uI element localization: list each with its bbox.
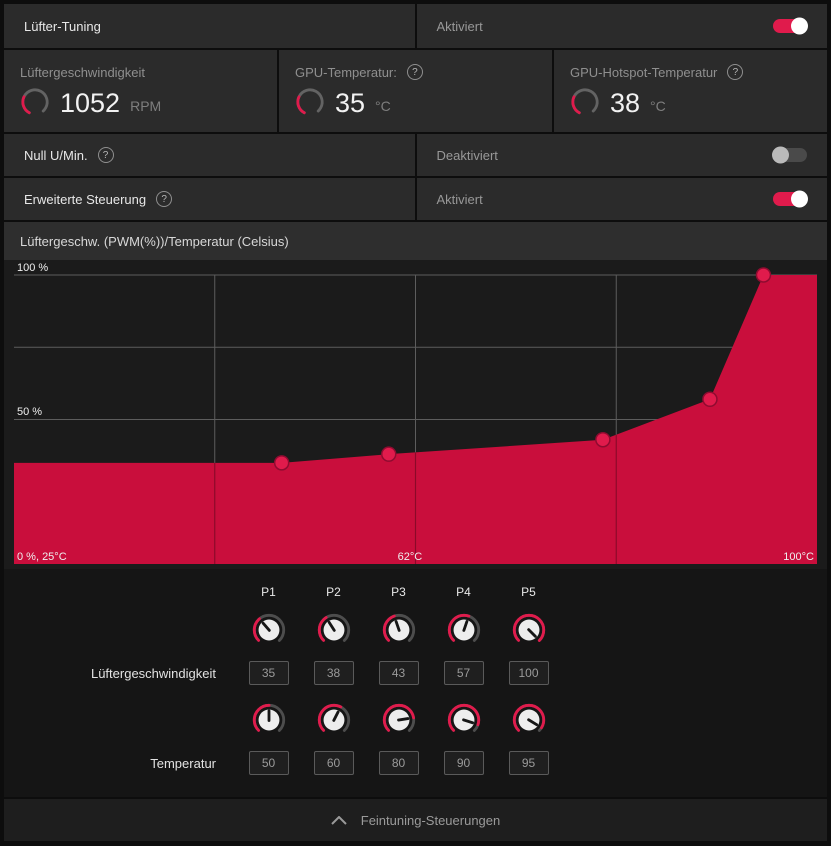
gpu-temp-gauge-label: GPU-Temperatur: [295,64,397,80]
temperature-knob-p2[interactable] [301,697,366,743]
fan-speed-value: 1052 [60,87,121,118]
fan-speed-knob-p4[interactable] [431,607,496,653]
fan-curve-chart-title: Lüftergeschw. (PWM(%))/Temperatur (Celsi… [20,233,289,249]
gpu-hotspot-help-icon[interactable]: ? [727,64,744,80]
fan-curve-chart-title-bar: Lüftergeschw. (PWM(%))/Temperatur (Celsi… [4,222,827,260]
toggle-knob [791,190,808,208]
fan-tuning-toggle[interactable] [773,17,808,35]
fan-curve-plot: 100 % 50 % 0 %, 25°C 62°C 100°C [14,260,817,569]
fan-tuning-title-cell: Lüfter-Tuning [4,4,415,48]
page-title: Lüfter-Tuning [24,18,101,34]
x-tick-mid: 62°C [397,551,423,563]
point-header-p4: P4 [456,585,471,599]
advanced-control-toggle[interactable] [773,190,808,208]
temperature-input-p3[interactable] [378,751,419,775]
fan-speed-input-p4[interactable] [443,661,484,685]
toggle-knob [772,146,789,164]
zero-rpm-status: Deaktiviert [436,147,498,163]
point-header-p5: P5 [521,585,536,599]
fan-tuning-status: Aktiviert [436,18,483,34]
fan-curve-chart: 100 % 50 % 0 %, 25°C 62°C 100°C [4,260,827,569]
temperature-knob-p3[interactable] [366,697,431,743]
fan-speed-gauge-icon [20,87,50,117]
fan-speed-input-p5[interactable] [508,661,549,685]
zero-rpm-row: Null U/Min. ? Deaktiviert [4,134,827,176]
temperature-input-p2[interactable] [313,751,354,775]
advanced-control-row: Erweiterte Steuerung ? Aktiviert [4,178,827,220]
fan-speed-gauge-cell: Lüftergeschwindigkeit 1052 RPM [4,50,277,132]
fan-tuning-panel: Lüfter-Tuning Aktiviert Lüftergeschwindi… [4,4,827,841]
temperature-input-p5[interactable] [508,751,549,775]
curve-points-section: P1 P2 P3 P4 P5 Lüftergeschwindigkeit Tem… [4,569,827,797]
fan-speed-gauge-label: Lüftergeschwindigkeit [20,64,146,80]
fan-curve-area [14,275,817,564]
curve-points-grid: P1 P2 P3 P4 P5 Lüftergeschwindigkeit Tem… [4,585,827,787]
gpu-hotspot-unit: °C [650,98,666,114]
fan-speed-knob-p1[interactable] [236,607,301,653]
gpu-hotspot-value: 38 [610,88,641,118]
gpu-temp-help-icon[interactable]: ? [406,64,423,80]
point-header-p2: P2 [326,585,341,599]
fan-speed-knob-p5[interactable] [496,607,561,653]
fan-speed-input-p2[interactable] [313,661,354,685]
advanced-control-status-cell: Aktiviert [416,178,827,220]
curve-point-P4[interactable] [702,391,718,408]
fan-tuning-header-row: Lüfter-Tuning Aktiviert [4,4,827,48]
fine-tuning-collapse-bar[interactable]: Feintuning-Steuerungen [4,799,827,841]
gpu-temp-gauge-cell: GPU-Temperatur: ? 35 °C [279,50,552,132]
fan-speed-input-p1[interactable] [248,661,289,685]
advanced-control-status: Aktiviert [436,191,483,207]
curve-point-P1[interactable] [273,455,290,471]
gpu-temp-unit: °C [375,98,391,114]
gpu-hotspot-gauge-cell: GPU-Hotspot-Temperatur ? 38 °C [554,50,827,132]
fine-tuning-label: Feintuning-Steuerungen [360,812,501,828]
temperature-row-label: Temperatur [150,755,216,771]
gpu-hotspot-gauge-label: GPU-Hotspot-Temperatur [570,64,718,80]
fan-speed-input-p3[interactable] [378,661,419,685]
gpu-temp-gauge-icon [295,87,325,117]
curve-point-P5[interactable] [755,267,772,283]
advanced-control-title-cell: Erweiterte Steuerung ? [4,178,415,220]
temperature-input-p1[interactable] [248,751,289,775]
curve-point-P2[interactable] [380,446,397,462]
zero-rpm-status-cell: Deaktiviert [416,134,827,176]
advanced-control-help-icon[interactable]: ? [156,191,173,207]
zero-rpm-label: Null U/Min. [24,147,88,163]
point-header-p1: P1 [261,585,276,599]
fan-speed-knob-p2[interactable] [301,607,366,653]
zero-rpm-toggle[interactable] [772,146,807,164]
zero-rpm-title-cell: Null U/Min. ? [4,134,415,176]
fan-speed-knob-p3[interactable] [366,607,431,653]
advanced-control-label: Erweiterte Steuerung [24,191,147,207]
point-header-p3: P3 [391,585,406,599]
fan-speed-row-label: Lüftergeschwindigkeit [90,665,216,681]
temperature-knob-p4[interactable] [431,697,496,743]
zero-rpm-help-icon[interactable]: ? [97,147,114,163]
toggle-knob [791,17,808,35]
temperature-input-p4[interactable] [443,751,484,775]
temperature-knob-p5[interactable] [496,697,561,743]
gauges-row: Lüftergeschwindigkeit 1052 RPM GPU-Tempe… [4,50,827,132]
x-tick-min: 0 %, 25°C [17,551,67,563]
fan-speed-unit: RPM [130,97,162,114]
temperature-knob-p1[interactable] [236,697,301,743]
y-tick-50: 50 % [17,406,43,418]
x-tick-max: 100°C [783,551,814,563]
gpu-hotspot-gauge-icon [570,87,600,117]
chevron-up-icon [331,815,347,825]
fan-tuning-status-cell: Aktiviert [416,4,827,48]
gpu-temp-value: 35 [335,88,366,118]
fan-curve-svg [14,267,817,564]
curve-point-P3[interactable] [595,431,611,448]
y-tick-100: 100 % [17,262,49,274]
